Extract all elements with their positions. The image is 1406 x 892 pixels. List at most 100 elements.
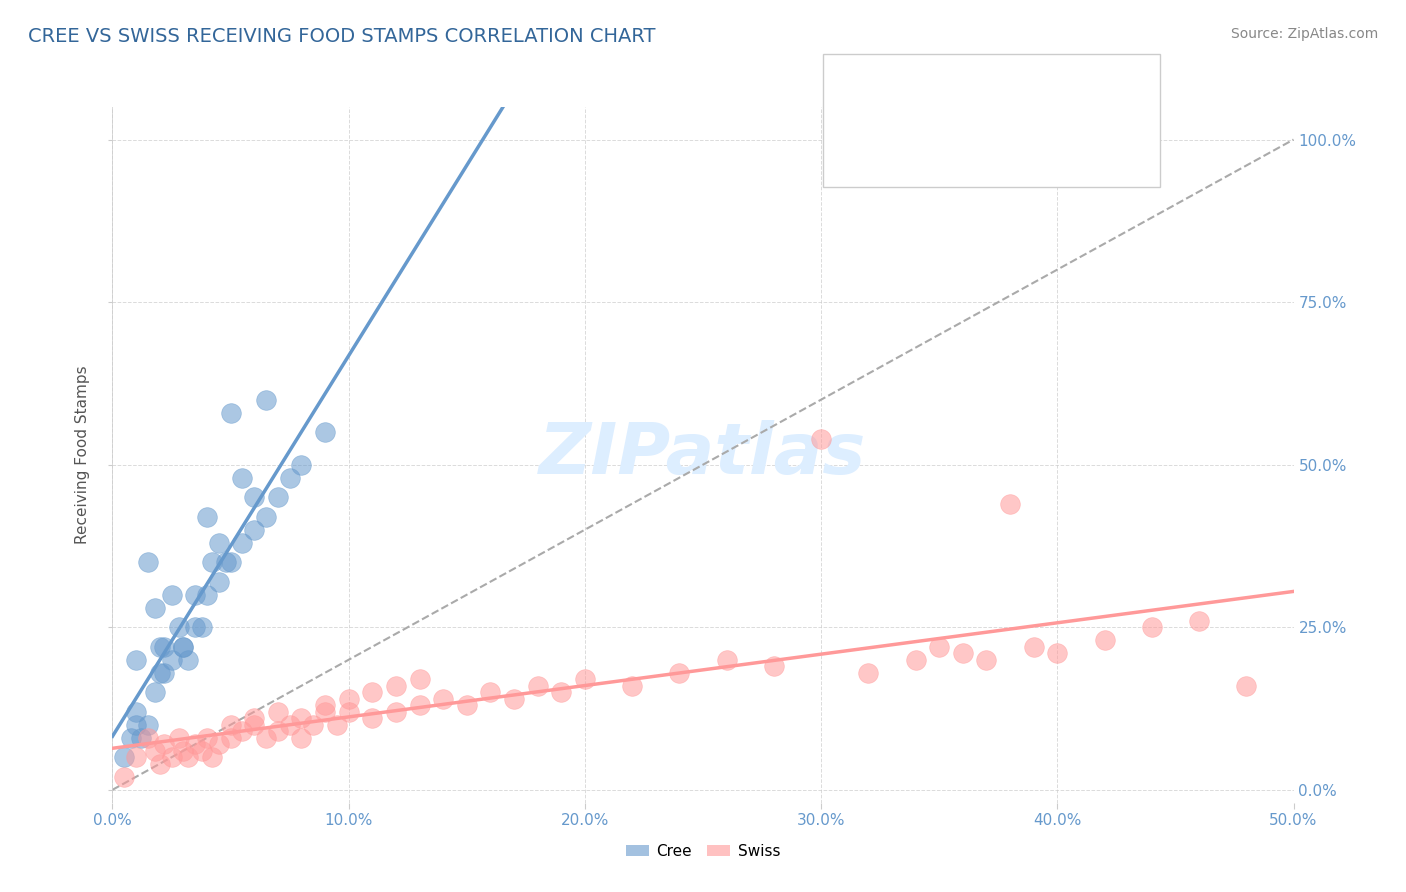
Point [153, 640, 176, 654]
Point [254, 392, 277, 407]
Point [167, 731, 190, 745]
Point [125, 718, 148, 732]
Point [432, 691, 454, 706]
Point [153, 665, 176, 680]
Point [184, 737, 207, 751]
Point [160, 653, 183, 667]
Point [243, 523, 266, 537]
Point [125, 750, 148, 764]
Point [149, 665, 172, 680]
Point [208, 737, 231, 751]
Point [195, 588, 218, 602]
Point [243, 718, 266, 732]
Legend: Cree, Swiss: Cree, Swiss [620, 838, 786, 864]
Point [143, 685, 166, 699]
Point [143, 600, 166, 615]
Point [177, 750, 200, 764]
Point [479, 685, 502, 699]
Point [408, 672, 430, 686]
Point [1140, 620, 1163, 634]
Point [904, 653, 927, 667]
Point [184, 620, 207, 634]
Point [621, 679, 644, 693]
Point [267, 724, 290, 739]
Point [278, 718, 301, 732]
Point [172, 640, 194, 654]
Point [716, 653, 738, 667]
Point [574, 672, 596, 686]
Point [219, 731, 242, 745]
Point [184, 588, 207, 602]
Point [136, 555, 159, 569]
Point [337, 705, 360, 719]
Point [267, 490, 290, 504]
Point [928, 640, 950, 654]
Text: R = 0.557   N = 41: R = 0.557 N = 41 [879, 89, 1049, 107]
Point [314, 698, 336, 713]
Point [1022, 640, 1045, 654]
Y-axis label: Receiving Food Stamps: Receiving Food Stamps [75, 366, 90, 544]
Point [1094, 633, 1116, 648]
Point [952, 646, 974, 660]
Point [278, 471, 301, 485]
Point [243, 711, 266, 725]
Text: R = 0.401   N = 62: R = 0.401 N = 62 [879, 134, 1049, 152]
Point [208, 535, 231, 549]
Point [550, 685, 572, 699]
Point [219, 555, 242, 569]
Point [201, 555, 224, 569]
Point [976, 653, 998, 667]
Point [668, 665, 690, 680]
Point [219, 718, 242, 732]
Point [858, 665, 880, 680]
Point [219, 406, 242, 420]
Point [167, 620, 190, 634]
Point [267, 705, 290, 719]
Point [361, 685, 384, 699]
Point [215, 555, 238, 569]
Point [120, 731, 142, 745]
Point [195, 509, 218, 524]
Point [149, 640, 172, 654]
Point [129, 731, 152, 745]
Point [160, 750, 183, 764]
Point [1234, 679, 1257, 693]
Point [361, 711, 384, 725]
Point [143, 744, 166, 758]
Point [172, 640, 194, 654]
Point [503, 691, 526, 706]
Point [112, 770, 135, 784]
Point [326, 718, 349, 732]
Point [153, 737, 176, 751]
Text: ZIPatlas: ZIPatlas [540, 420, 866, 490]
Point [136, 731, 159, 745]
Point [231, 724, 253, 739]
Point [231, 535, 253, 549]
Point [337, 691, 360, 706]
Point [998, 497, 1021, 511]
Point [314, 705, 336, 719]
Point [408, 698, 430, 713]
Point [254, 509, 277, 524]
Point [385, 705, 408, 719]
Point [314, 425, 336, 439]
Point [1188, 614, 1211, 628]
Point [160, 588, 183, 602]
Point [125, 705, 148, 719]
Point [762, 659, 785, 673]
Point [201, 750, 224, 764]
Text: CREE VS SWISS RECEIVING FOOD STAMPS CORRELATION CHART: CREE VS SWISS RECEIVING FOOD STAMPS CORR… [28, 27, 655, 45]
Point [136, 718, 159, 732]
Point [191, 620, 214, 634]
Point [172, 744, 194, 758]
Point [254, 731, 277, 745]
Point [112, 750, 135, 764]
Point [231, 471, 253, 485]
Point [290, 731, 312, 745]
Point [526, 679, 548, 693]
Point [208, 574, 231, 589]
Point [810, 432, 832, 446]
Point [195, 731, 218, 745]
Point [290, 711, 312, 725]
Point [1046, 646, 1069, 660]
